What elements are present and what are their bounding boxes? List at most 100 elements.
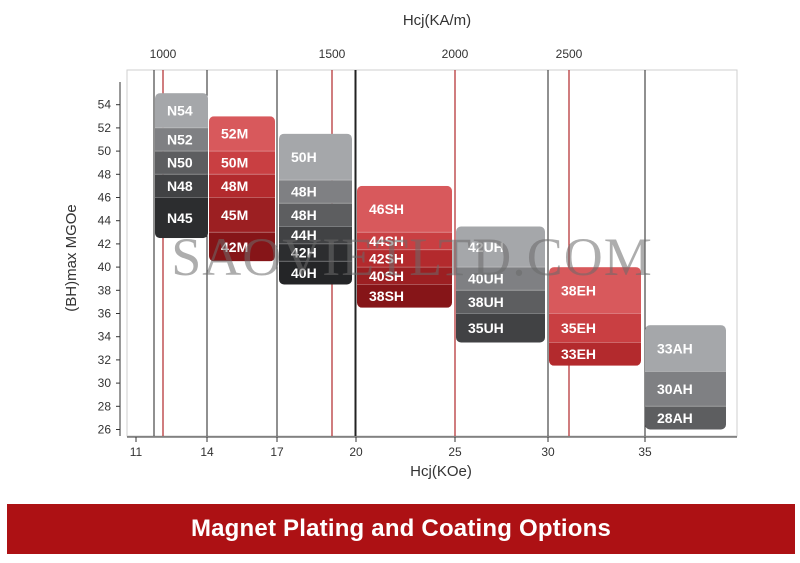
coating-options-banner[interactable]: Magnet Plating and Coating Options — [7, 504, 795, 554]
grade-block — [155, 127, 208, 152]
grade-block — [209, 197, 275, 233]
grade-label: 38SH — [369, 288, 404, 304]
grade-label: 40UH — [468, 271, 504, 287]
grade-block — [279, 180, 352, 204]
grade-label: 46SH — [369, 201, 404, 217]
watermark-text: SAOVIETLTD.COM — [171, 227, 653, 287]
grade-label: N50 — [167, 155, 193, 171]
grade-label: 52M — [221, 126, 248, 142]
top-tick-label: 1000 — [150, 47, 177, 61]
y-tick-label: 40 — [98, 260, 112, 274]
grade-block — [209, 116, 275, 152]
grade-stack: 33AH 30AH 28AH — [645, 325, 726, 430]
grade-label: 33AH — [657, 340, 693, 356]
y-tick-label: 36 — [98, 307, 112, 321]
grade-label: 38EH — [561, 282, 596, 298]
grade-label: 50M — [221, 155, 248, 171]
grade-block — [357, 284, 452, 308]
top-tick-label: 2000 — [442, 47, 469, 61]
grade-group-eh: 38EH 35EH 33EH — [549, 267, 641, 366]
grade-label: N45 — [167, 210, 193, 226]
grade-block — [549, 313, 641, 343]
grade-stack: N54 N52 N50 N48 N45 — [155, 93, 208, 239]
grade-stack: 38EH 35EH 33EH — [549, 267, 641, 366]
y-tick-label: 32 — [98, 353, 112, 367]
grade-block — [456, 290, 545, 314]
grade-block — [209, 174, 275, 198]
grade-block — [549, 267, 641, 314]
y-tick-label: 46 — [98, 191, 112, 205]
grade-block — [279, 226, 352, 244]
x-tick-label: 14 — [200, 445, 214, 459]
grade-block — [209, 151, 275, 175]
grade-stack: 52M 50M 48M 45M 42M — [209, 116, 275, 262]
y-tick-label: 48 — [98, 167, 112, 181]
y-tick-label: 30 — [98, 376, 112, 390]
grade-block — [456, 226, 545, 268]
x-axis-title: Hcj(KOe) — [410, 463, 472, 480]
grade-label: 40SH — [369, 268, 404, 284]
grade-label: 44SH — [369, 233, 404, 249]
grade-label: 48M — [221, 178, 248, 194]
grade-group-n: N54 N52 N50 N48 N45 — [155, 93, 208, 239]
grade-group-h: 50H 48H 48H 44H 42H 40H — [279, 133, 352, 285]
y-tick-label: 52 — [98, 121, 112, 135]
grade-label: 28AH — [657, 410, 693, 426]
grade-block — [279, 261, 352, 285]
grade-label: 42UH — [468, 239, 504, 255]
y-tick-label: 50 — [98, 144, 112, 158]
grade-block — [645, 406, 726, 430]
x-tick-label: 25 — [448, 445, 462, 459]
y-tick-label: 44 — [98, 214, 112, 228]
grade-label: 42M — [221, 239, 248, 255]
grade-block — [279, 133, 352, 181]
top-axis-title: Hcj(KA/m) — [403, 12, 471, 29]
x-tick-label: 30 — [541, 445, 555, 459]
grade-label: 44H — [291, 227, 317, 243]
top-tick-label: 1500 — [319, 47, 346, 61]
grade-label: 45M — [221, 207, 248, 223]
y-axis-title: (BH)max MGOe — [63, 204, 80, 312]
grade-block — [357, 249, 452, 268]
grade-label: 40H — [291, 265, 317, 281]
grade-label: 35EH — [561, 320, 596, 336]
grade-label: 42SH — [369, 250, 404, 266]
grade-block — [279, 243, 352, 262]
grade-group-uh: 42UH 40UH 38UH 35UH — [456, 226, 545, 343]
grade-block — [456, 267, 545, 291]
grade-label: 48H — [291, 184, 317, 200]
y-tick-label: 34 — [98, 330, 112, 344]
grade-block — [357, 185, 452, 233]
x-tick-label: 20 — [349, 445, 363, 459]
grade-label: N52 — [167, 132, 193, 148]
grade-group-m: 52M 50M 48M 45M 42M — [209, 116, 275, 262]
grade-block — [279, 203, 352, 227]
grade-label: 35UH — [468, 320, 504, 336]
grade-label: N54 — [167, 103, 193, 119]
grade-block — [645, 325, 726, 372]
grade-block — [549, 342, 641, 366]
x-tick-label: 11 — [130, 445, 143, 459]
grade-label: 50H — [291, 149, 317, 165]
grade-block — [645, 371, 726, 407]
grade-block — [155, 93, 208, 128]
grade-label: 30AH — [657, 381, 693, 397]
grade-block — [357, 232, 452, 250]
y-tick-label: 26 — [98, 423, 112, 437]
magnet-grade-chart: 11 14 17 20 25 30 35 Hcj(KOe) Hcj(KA/m) 1000 1500 2… — [63, 12, 738, 480]
grade-block — [209, 232, 275, 262]
grade-label: 33EH — [561, 346, 596, 362]
plot-frame — [126, 69, 738, 437]
grade-block — [357, 267, 452, 285]
grade-label: 48H — [291, 207, 317, 223]
grade-block — [456, 313, 545, 343]
grade-label: 38UH — [468, 294, 504, 310]
grade-label: N48 — [167, 178, 193, 194]
grade-stack: 42UH 40UH 38UH 35UH — [456, 226, 545, 343]
grade-stack: 50H 48H 48H 44H 42H 40H — [279, 133, 352, 285]
top-tick-label: 2500 — [556, 47, 583, 61]
grade-group-ah: 33AH 30AH 28AH — [645, 325, 726, 430]
x-tick-label: 17 — [270, 445, 284, 459]
